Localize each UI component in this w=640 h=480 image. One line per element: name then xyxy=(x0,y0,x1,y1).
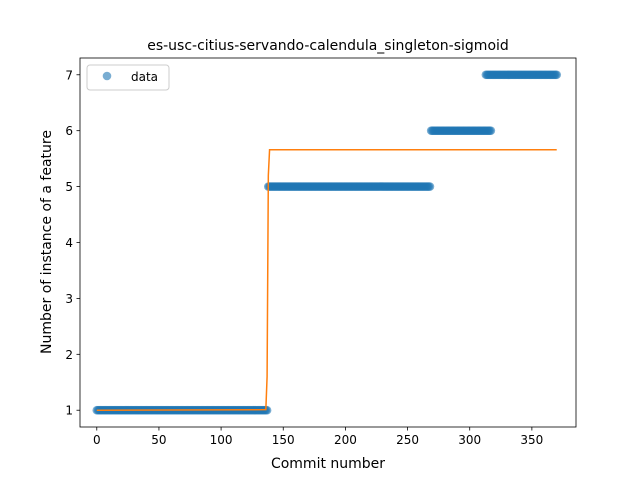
data-point xyxy=(425,182,435,191)
y-tick-label: 5 xyxy=(65,180,73,194)
data-point xyxy=(262,405,272,415)
data-point xyxy=(486,126,496,135)
y-tick-label: 3 xyxy=(65,292,73,306)
y-axis-title: Number of instance of a feature xyxy=(39,130,55,354)
plot-area: 0 50 100 150 200 250 300 350 1 2 3 4 5 6 7 data xyxy=(65,57,577,447)
x-tick-label: 200 xyxy=(334,433,357,447)
y-tick-label: 7 xyxy=(65,68,73,82)
x-tick-label: 150 xyxy=(272,433,295,447)
x-tick-label: 250 xyxy=(396,433,419,447)
x-axis-title: Commit number xyxy=(271,456,385,472)
legend-label: data xyxy=(131,70,158,84)
y-tick-label: 4 xyxy=(65,236,73,250)
legend-marker xyxy=(102,71,112,81)
x-tick-label: 350 xyxy=(520,433,543,447)
chart-title: es-usc-citius-servando-calendula_singlet… xyxy=(147,38,509,54)
y-tick-label: 6 xyxy=(65,124,73,138)
y-tick-label: 2 xyxy=(65,348,73,362)
legend xyxy=(86,64,170,91)
y-tick-label: 1 xyxy=(65,404,73,418)
fit-line xyxy=(96,148,557,411)
x-tick-label: 50 xyxy=(151,433,166,447)
x-tick-label: 0 xyxy=(93,433,101,447)
x-tick-label: 100 xyxy=(210,433,233,447)
x-tick-label: 300 xyxy=(458,433,481,447)
data-point xyxy=(552,70,562,80)
